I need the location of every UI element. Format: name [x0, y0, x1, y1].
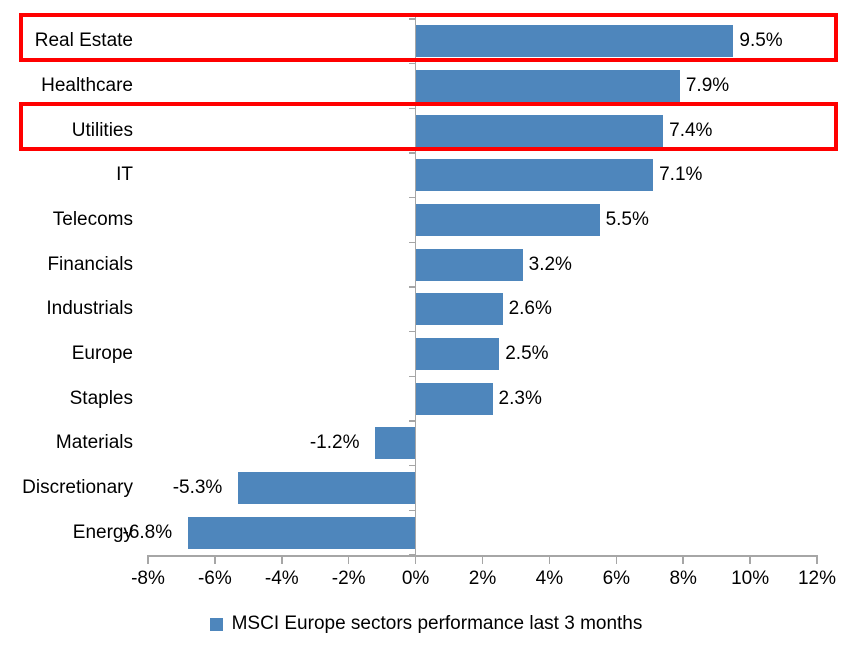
x-axis-tick	[548, 555, 551, 564]
y-axis-tick	[408, 152, 416, 154]
value-label: 5.5%	[605, 208, 649, 230]
category-label: IT	[116, 164, 133, 186]
x-tick-label: 0%	[401, 568, 430, 589]
y-axis-tick	[408, 509, 416, 512]
bar	[188, 516, 416, 549]
x-axis-tick	[749, 555, 751, 564]
y-axis-tick	[408, 375, 416, 378]
value-label: 7.9%	[685, 74, 730, 96]
x-axis-tick	[147, 555, 149, 564]
bar	[415, 204, 600, 236]
x-tick-label: 12%	[797, 568, 837, 589]
y-axis-tick	[408, 420, 416, 422]
bar	[415, 338, 500, 370]
y-axis-tick	[408, 62, 416, 65]
x-tick-label: -2%	[331, 568, 366, 589]
bar	[415, 159, 654, 192]
y-axis-tick	[408, 107, 416, 110]
value-label: 2.6%	[508, 298, 552, 320]
value-label: 3.2%	[528, 253, 572, 275]
value-label: 7.4%	[669, 119, 713, 141]
category-label: Financials	[47, 253, 133, 275]
x-tick-label: -6%	[197, 568, 232, 589]
bar	[415, 25, 734, 58]
category-label: Discretionary	[22, 476, 133, 498]
y-axis-tick	[408, 241, 416, 244]
y-axis-line	[414, 17, 417, 563]
x-axis-tick	[214, 555, 216, 564]
value-label: -6.8%	[122, 521, 173, 543]
y-axis-tick	[408, 286, 416, 288]
category-label: Staples	[69, 387, 133, 409]
x-axis-tick	[682, 555, 684, 564]
bar	[415, 248, 523, 281]
y-axis-tick	[408, 18, 416, 20]
value-label: -5.3%	[172, 476, 223, 498]
category-label: Industrials	[46, 298, 133, 320]
x-axis-tick	[481, 555, 484, 564]
x-axis-tick	[281, 555, 283, 564]
y-axis-tick	[408, 196, 416, 199]
category-label: Real Estate	[34, 30, 133, 52]
x-tick-label: 10%	[731, 568, 770, 589]
legend-label: MSCI Europe sectors performance last 3 m…	[231, 613, 643, 634]
value-label: 2.3%	[498, 387, 542, 409]
category-label: Europe	[71, 342, 133, 364]
category-label: Telecoms	[52, 208, 133, 230]
bar	[415, 382, 493, 415]
value-label: 9.5%	[739, 30, 783, 52]
x-tick-label: -8%	[131, 568, 165, 589]
legend: MSCI Europe sectors performance last 3 m…	[0, 608, 852, 640]
value-label: 2.5%	[505, 342, 549, 364]
x-tick-label: 2%	[468, 568, 497, 589]
y-axis-tick	[408, 464, 416, 467]
bar	[415, 293, 503, 326]
bar	[415, 70, 680, 102]
category-label: Healthcare	[41, 74, 133, 96]
category-label: Materials	[55, 432, 133, 454]
x-axis-tick	[414, 555, 417, 564]
bar	[238, 472, 416, 504]
x-tick-label: 4%	[535, 568, 564, 589]
x-axis-tick	[347, 555, 350, 564]
x-tick-label: -4%	[264, 568, 299, 589]
value-label: 7.1%	[659, 164, 703, 186]
y-axis-tick	[408, 330, 416, 333]
category-label: Energy	[72, 521, 133, 543]
bar	[375, 427, 416, 460]
value-label: -1.2%	[309, 432, 360, 454]
x-axis-tick	[816, 555, 818, 564]
legend-marker-icon	[209, 617, 223, 631]
x-tick-label: 8%	[669, 568, 697, 589]
category-label: Utilities	[71, 119, 133, 141]
bar	[415, 114, 664, 147]
x-axis-tick	[615, 555, 618, 564]
x-tick-label: 6%	[602, 568, 631, 589]
